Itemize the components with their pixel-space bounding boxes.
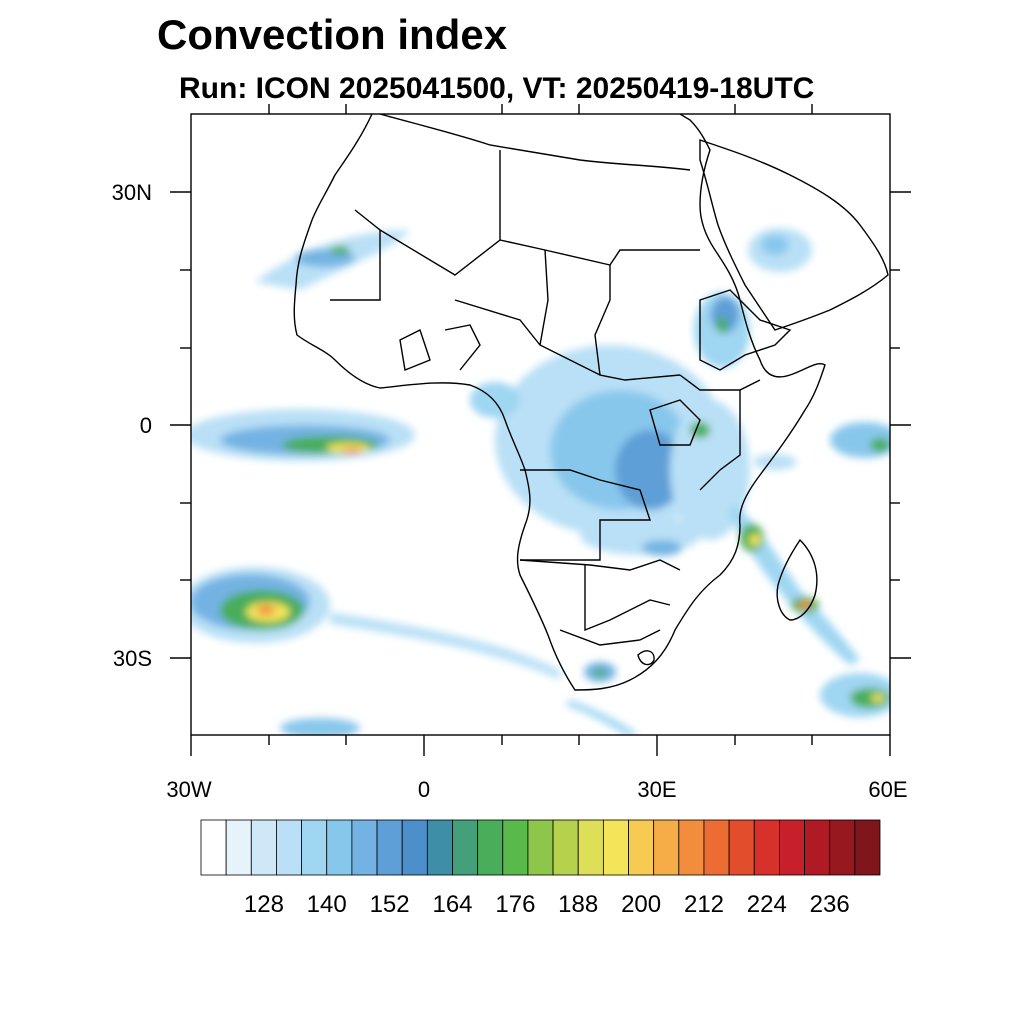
map-subtitle: Run: ICON 2025041500, VT: 20250419-18UTC: [179, 72, 815, 105]
field-south-streak: [565, 700, 640, 735]
colorbar-label: 164: [432, 891, 472, 918]
lon-label-30e: 30E: [637, 777, 676, 802]
colorbar-swatch: [301, 819, 328, 876]
border-west-africa: [399, 324, 481, 371]
field-ethiopia-green: [716, 317, 728, 333]
field-mozambique-yellow: [749, 534, 761, 546]
field-satlantic-orange: [257, 605, 275, 615]
field-east-africa-green: [690, 422, 710, 438]
colorbar-swatch: [527, 819, 554, 876]
border-southern-3: [559, 629, 661, 646]
colorbar-label: 212: [684, 891, 724, 918]
lesotho-outline: [637, 650, 655, 666]
border-sahara-1: [330, 209, 381, 301]
colorbar-swatch: [728, 819, 755, 876]
lat-label-0: 0: [140, 413, 152, 438]
colorbar-swatch: [401, 819, 428, 876]
colorbar-swatch: [552, 819, 579, 876]
colorbar-swatch: [577, 819, 604, 876]
colorbar-swatch: [351, 819, 378, 876]
map-title: Convection index: [157, 11, 508, 58]
colorbar: [200, 819, 881, 876]
africa-coastline: [293, 114, 826, 691]
colorbar-swatch: [602, 819, 629, 876]
colorbar-swatch: [200, 819, 227, 876]
colorbar-label: 236: [810, 891, 850, 918]
field-indian-ocean-mid: [753, 454, 797, 470]
field-zambia-mid: [642, 540, 682, 556]
field-south-bottom: [280, 718, 360, 735]
colorbar-swatch: [452, 819, 479, 876]
lon-label-60e: 60E: [868, 777, 907, 802]
coastlines: [293, 114, 889, 691]
border-southern-1: [519, 559, 681, 571]
colorbar-label: 152: [370, 891, 410, 918]
axis-ticks: [170, 104, 911, 756]
colorbar-swatch: [703, 819, 730, 876]
colorbar-swatch: [678, 819, 705, 876]
border-east-3: [649, 399, 701, 446]
lat-label-30n: 30N: [112, 180, 152, 205]
colorbar-swatch: [854, 819, 881, 876]
colorbar-swatch: [779, 819, 805, 876]
madagascar-outline: [776, 538, 818, 621]
colorbar-swatch: [477, 819, 504, 876]
border-sahara-3: [499, 239, 700, 266]
field-zambia-light: [580, 515, 700, 555]
lon-label-0: 0: [418, 777, 430, 802]
convection-field: [191, 228, 890, 735]
colorbar-label: 140: [307, 891, 347, 918]
colorbar-label: 200: [621, 891, 661, 918]
field-east-africa-light: [670, 400, 750, 540]
arabia-outline: [699, 139, 889, 331]
border-central-1: [594, 265, 681, 381]
field-arabia-mid: [761, 235, 789, 255]
border-central-3: [520, 469, 651, 561]
mediterranean-coast: [379, 114, 691, 171]
field-satlantic-streak: [330, 612, 560, 680]
field-central-africa-mid2: [615, 430, 685, 510]
colorbar-label: 128: [244, 891, 284, 918]
lon-label-30w: 30W: [166, 777, 211, 802]
field-se-indian-green: [850, 688, 890, 708]
colorbar-swatch: [502, 819, 529, 876]
colorbar-swatch: [250, 819, 277, 876]
border-southern-2: [584, 565, 671, 632]
colorbar-swatch: [326, 819, 353, 876]
field-indian-ocean-east-green: [870, 438, 890, 452]
colorbar-swatch: [376, 819, 403, 876]
colorbar-swatch: [225, 819, 252, 876]
colorbar-swatch: [628, 819, 655, 876]
border-east-2: [699, 390, 741, 491]
colorbar-swatch: [276, 819, 302, 876]
colorbar-swatch: [829, 819, 856, 876]
colorbar-swatch: [804, 819, 831, 876]
colorbar-label: 176: [495, 891, 535, 918]
border-ethiopia: [699, 289, 792, 371]
colorbar-label: 188: [558, 891, 598, 918]
border-central-2: [454, 299, 601, 376]
border-sahara-2: [379, 150, 501, 276]
field-atlantic-eq-orange: [342, 448, 362, 454]
colorbar-swatch: [753, 819, 780, 876]
border-east-1: [679, 374, 761, 391]
colorbar-label: 224: [747, 891, 787, 918]
field-se-indian-yellow: [871, 694, 885, 702]
lat-label-30s: 30S: [113, 646, 152, 671]
colorbar-swatch: [426, 819, 453, 876]
field-south-africa-green: [594, 669, 606, 677]
field-nw-africa-green: [330, 246, 350, 254]
colorbar-swatch: [653, 819, 680, 876]
colorbar-labels: 128 140 152 164 176 188 200 212 224 236: [244, 891, 850, 918]
border-sahara-4: [539, 249, 549, 346]
